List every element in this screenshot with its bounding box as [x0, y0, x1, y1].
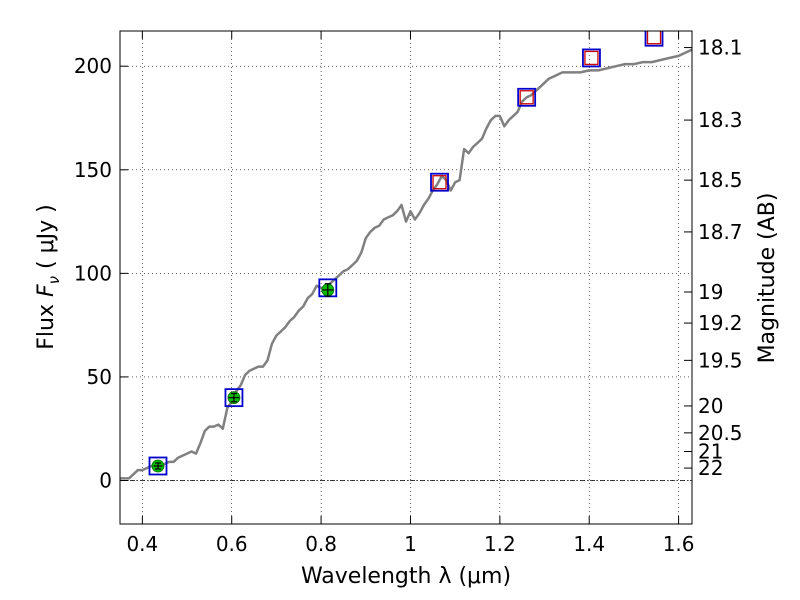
y-tick-label: 0	[99, 469, 112, 493]
synthetic-photometry-square	[430, 172, 449, 192]
y-axis-label-unit: ( μJy )	[34, 204, 59, 276]
magnitude-tick-label: 19.5	[698, 348, 743, 372]
magnitude-tick-label: 18.5	[698, 168, 743, 192]
synthetic-photometry-square	[517, 87, 537, 107]
magnitude-tick-label: 20.5	[698, 421, 743, 445]
x-tick-label: 1	[404, 532, 417, 556]
magnitude-tick-label: 19	[698, 280, 723, 304]
y-axis-label-subscript: ν	[45, 276, 63, 284]
ticks	[120, 31, 692, 524]
plot-background	[120, 31, 692, 524]
magnitude-tick-label: 22	[698, 456, 723, 480]
x-tick-label: 0.4	[126, 532, 158, 556]
y-axis-label: Flux Fν ( μJy )	[34, 204, 63, 349]
synthetic-photometry-square	[582, 48, 601, 68]
magnitude-tick-label: 21	[698, 440, 723, 464]
reference-photometry-square	[646, 31, 662, 45]
x-tick-label: 1.6	[663, 532, 695, 556]
y-tick-label: 200	[74, 54, 112, 78]
magnitude-tick-label: 19.2	[698, 311, 743, 335]
y-axis-label-variable: F	[34, 284, 59, 297]
y-tick-label: 100	[74, 261, 112, 285]
y-tick-label: 50	[87, 365, 112, 389]
x-axis-label: Wavelength λ (μm)	[301, 564, 511, 589]
y2-axis-label: Magnitude (AB)	[755, 193, 780, 364]
magnitude-tick-label: 18.1	[698, 36, 743, 60]
x-tick-labels: 0.4 0.6 0.8 1 1.2 1.4 1.6	[126, 532, 694, 556]
plot-area	[120, 31, 692, 480]
synthetic-photometry-square	[148, 456, 168, 476]
reference-photometry-square	[584, 50, 599, 66]
magnitude-tick-label: 20	[698, 394, 723, 418]
magnitude-tick-label: 18.7	[698, 220, 743, 244]
synthetic-photometry-square	[224, 388, 244, 408]
series	[120, 31, 692, 480]
spectrum-line	[120, 48, 692, 480]
synthetic-photometry-square	[644, 31, 664, 47]
y-tick-labels: 0 50 100 150 200	[74, 54, 112, 492]
x-tick-label: 1.4	[573, 532, 605, 556]
plot-frame	[119, 30, 693, 525]
y-axis-label-prefix: Flux	[34, 297, 59, 350]
magnitude-tick-label: 18.3	[698, 108, 743, 132]
x-tick-label: 0.8	[305, 532, 337, 556]
x-tick-label: 0.6	[216, 532, 248, 556]
y-tick-label: 150	[74, 158, 112, 182]
x-tick-label: 1.2	[484, 532, 516, 556]
reference-photometry-square	[432, 175, 447, 190]
reference-photometry-square	[519, 90, 534, 105]
